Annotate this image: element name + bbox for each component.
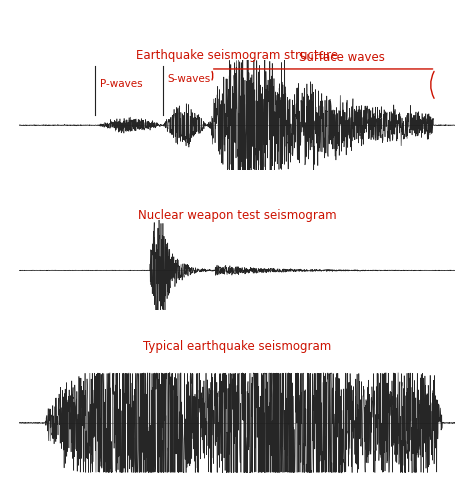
Text: Nuclear weapon test seismogram: Nuclear weapon test seismogram [137,209,337,222]
Text: P-waves: P-waves [100,80,142,90]
Text: Surface waves: Surface waves [299,51,384,64]
Text: Earthquake seismogram structure: Earthquake seismogram structure [136,49,338,62]
Text: Typical earthquake seismogram: Typical earthquake seismogram [143,340,331,352]
Text: S-waves: S-waves [167,74,210,84]
